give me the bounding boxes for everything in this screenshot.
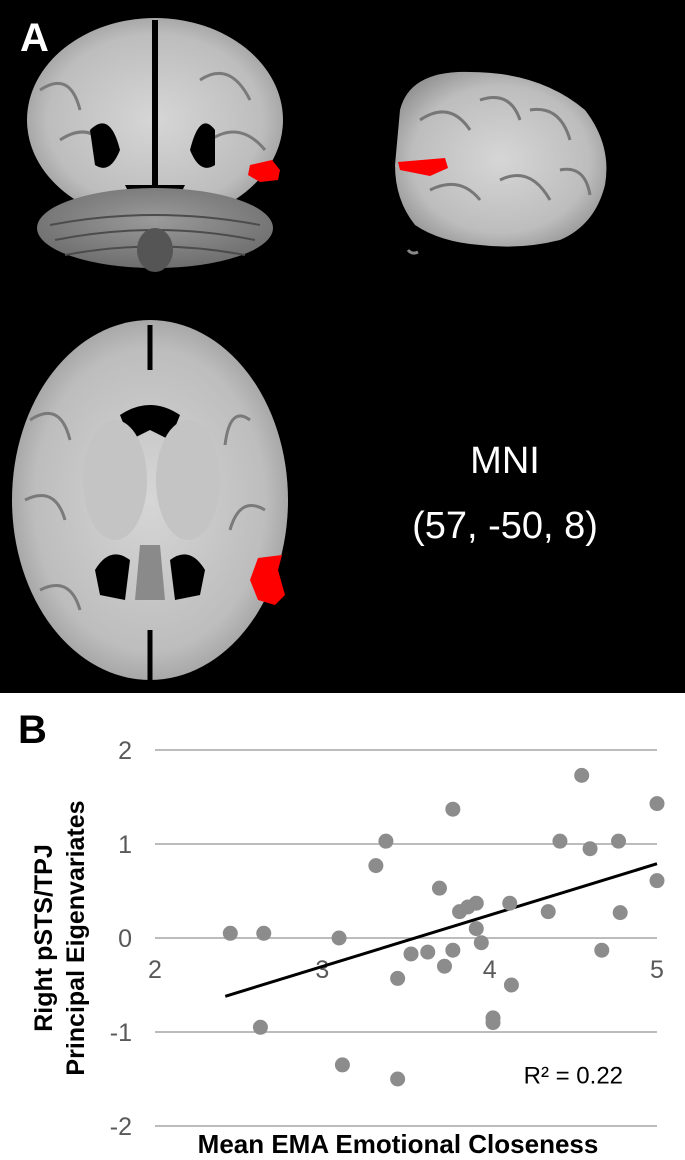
axial-slice bbox=[12, 320, 288, 680]
data-point bbox=[473, 935, 489, 951]
r-squared-label: R² = 0.22 bbox=[524, 1063, 623, 1090]
data-point bbox=[612, 905, 628, 921]
data-point bbox=[468, 921, 484, 937]
panel-a-brain-images: A MNI (57, -50, 8) bbox=[0, 0, 685, 693]
y-tick-label: 2 bbox=[118, 737, 132, 765]
data-point bbox=[611, 833, 627, 849]
data-point bbox=[502, 895, 518, 911]
trendline bbox=[224, 862, 658, 998]
panel-b-letter: B bbox=[18, 708, 47, 752]
data-point bbox=[420, 944, 436, 960]
data-point bbox=[368, 858, 384, 874]
x-tick-label: 5 bbox=[650, 956, 664, 984]
coronal-slice bbox=[27, 18, 283, 272]
data-point bbox=[390, 970, 406, 986]
data-point bbox=[252, 1019, 268, 1035]
x-tick-label: 4 bbox=[483, 956, 497, 984]
x-axis-label: Mean EMA Emotional Closeness bbox=[198, 1129, 599, 1159]
data-point bbox=[445, 942, 461, 958]
y-axis-label-line-2: Principal Eigenvariates bbox=[62, 800, 90, 1075]
data-point bbox=[468, 895, 484, 911]
mni-coordinates: (57, -50, 8) bbox=[412, 505, 598, 547]
activation-sagittal bbox=[398, 158, 448, 176]
mni-title: MNI bbox=[470, 440, 540, 482]
x-tick-label: 2 bbox=[148, 956, 162, 984]
data-point bbox=[594, 942, 610, 958]
data-point bbox=[431, 880, 447, 896]
data-point bbox=[649, 873, 665, 889]
y-tick-label: 0 bbox=[118, 925, 132, 953]
grid-lines bbox=[155, 749, 657, 1127]
y-tick-label: -2 bbox=[110, 1113, 132, 1141]
activation-axial bbox=[250, 555, 285, 605]
data-point bbox=[436, 958, 452, 974]
data-points bbox=[222, 767, 665, 1087]
data-point bbox=[334, 1057, 350, 1073]
data-point bbox=[574, 767, 590, 783]
data-point bbox=[582, 841, 598, 857]
x-tick-labels: 2 3 4 5 bbox=[148, 956, 664, 984]
activation-coronal bbox=[248, 160, 280, 182]
brain-slices bbox=[12, 18, 607, 680]
data-point bbox=[445, 801, 461, 817]
data-point bbox=[552, 833, 568, 849]
data-point bbox=[649, 796, 665, 812]
data-point bbox=[378, 833, 394, 849]
y-tick-label: -1 bbox=[110, 1019, 132, 1047]
x-tick-label: 3 bbox=[315, 956, 329, 984]
y-axis-label-line-1: Right pSTS/TPJ bbox=[30, 844, 58, 1032]
sagittal-slice bbox=[395, 71, 607, 255]
data-point bbox=[331, 930, 347, 946]
data-point bbox=[503, 977, 519, 993]
panel-a-letter: A bbox=[20, 16, 49, 60]
y-tick-label: 1 bbox=[118, 831, 132, 859]
data-point bbox=[390, 1071, 406, 1087]
data-point bbox=[403, 946, 419, 962]
data-point bbox=[256, 925, 272, 941]
data-point bbox=[222, 925, 238, 941]
data-point bbox=[485, 1015, 501, 1031]
data-point bbox=[540, 904, 556, 920]
y-tick-labels: 2 1 0 -1 -2 bbox=[110, 737, 132, 1141]
